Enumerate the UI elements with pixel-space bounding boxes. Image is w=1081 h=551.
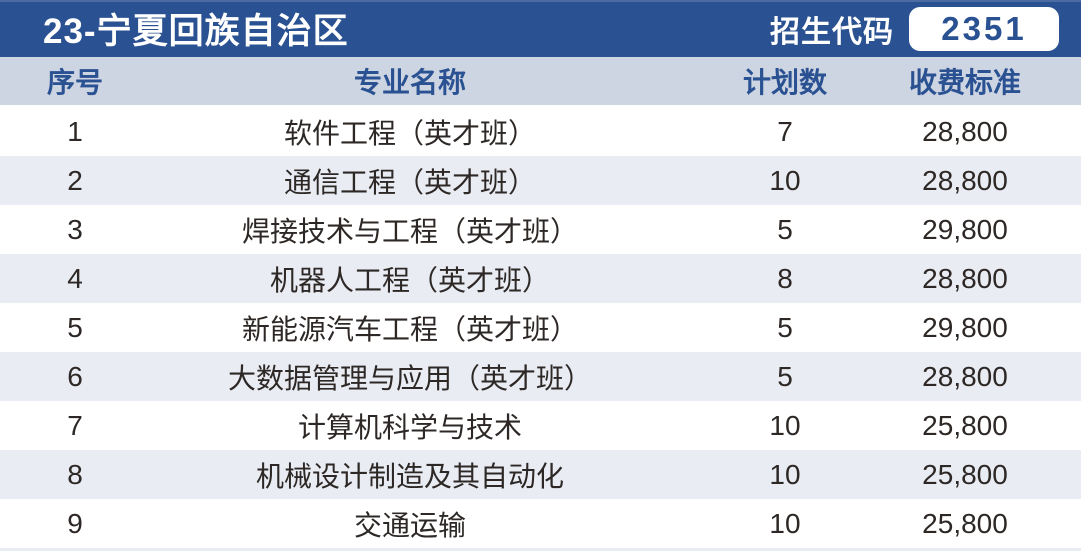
table-row: 9 交通运输 10 25,800 bbox=[0, 499, 1081, 548]
row-number: 6 bbox=[67, 360, 83, 392]
plan-count: 7 bbox=[777, 115, 793, 147]
table-body: 1 软件工程（英才班） 7 28,800 2 通信工程（英才班） 10 28,8… bbox=[0, 107, 1081, 548]
plan-count: 10 bbox=[769, 458, 801, 490]
row-number: 8 bbox=[67, 458, 83, 490]
plan-count: 10 bbox=[769, 164, 801, 196]
table-row: 8 机械设计制造及其自动化 10 25,800 bbox=[0, 450, 1081, 499]
fee-standard: 29,800 bbox=[922, 213, 1008, 245]
row-number: 5 bbox=[67, 311, 83, 343]
column-header-no: 序号 bbox=[46, 67, 103, 98]
table-bottom-edge bbox=[0, 548, 1081, 551]
table-row: 3 焊接技术与工程（英才班） 5 29,800 bbox=[0, 205, 1081, 254]
row-number: 2 bbox=[67, 164, 83, 196]
admission-code-label: 招生代码 bbox=[770, 15, 894, 49]
row-number: 4 bbox=[67, 262, 83, 294]
table-row: 5 新能源汽车工程（英才班） 5 29,800 bbox=[0, 303, 1081, 352]
fee-standard: 28,800 bbox=[922, 164, 1008, 196]
table-row: 4 机器人工程（英才班） 8 28,800 bbox=[0, 254, 1081, 303]
plan-count: 10 bbox=[769, 409, 801, 441]
fee-standard: 29,800 bbox=[922, 311, 1008, 343]
plan-count: 8 bbox=[777, 262, 793, 294]
plan-count: 5 bbox=[777, 360, 793, 392]
region-header-bar: 23-宁夏回族自治区 招生代码 2351 bbox=[0, 0, 1081, 57]
column-header-major: 专业名称 bbox=[353, 67, 466, 98]
table-row: 6 大数据管理与应用（英才班） 5 28,800 bbox=[0, 352, 1081, 401]
major-name: 计算机科学与技术 bbox=[297, 411, 522, 443]
table-row: 1 软件工程（英才班） 7 28,800 bbox=[0, 107, 1081, 156]
row-number: 1 bbox=[67, 115, 83, 147]
fee-standard: 25,800 bbox=[922, 458, 1008, 490]
row-number: 9 bbox=[67, 507, 83, 539]
fee-standard: 25,800 bbox=[922, 507, 1008, 539]
column-header-plan: 计划数 bbox=[742, 67, 827, 98]
major-name: 大数据管理与应用（英才班） bbox=[227, 362, 592, 394]
fee-standard: 25,800 bbox=[922, 409, 1008, 441]
table-header-row: 序号 专业名称 计划数 收费标准 bbox=[0, 57, 1081, 107]
major-name: 软件工程（英才班） bbox=[283, 117, 536, 149]
admission-code-group: 招生代码 2351 bbox=[770, 6, 1059, 51]
major-name: 机械设计制造及其自动化 bbox=[255, 460, 564, 492]
fee-standard: 28,800 bbox=[922, 115, 1008, 147]
major-name: 新能源汽车工程（英才班） bbox=[241, 313, 578, 345]
fee-standard: 28,800 bbox=[922, 262, 1008, 294]
major-name: 通信工程（英才班） bbox=[283, 166, 536, 198]
table-row: 2 通信工程（英才班） 10 28,800 bbox=[0, 156, 1081, 205]
plan-count: 5 bbox=[777, 311, 793, 343]
plan-count: 10 bbox=[769, 507, 801, 539]
major-name: 机器人工程（英才班） bbox=[269, 264, 550, 296]
admission-code-badge: 2351 bbox=[909, 6, 1059, 51]
major-name: 交通运输 bbox=[353, 509, 466, 541]
row-number: 3 bbox=[67, 213, 83, 245]
table-row: 7 计算机科学与技术 10 25,800 bbox=[0, 401, 1081, 450]
plan-count: 5 bbox=[777, 213, 793, 245]
row-number: 7 bbox=[67, 409, 83, 441]
region-title: 23-宁夏回族自治区 bbox=[43, 12, 349, 51]
fee-standard: 28,800 bbox=[922, 360, 1008, 392]
major-name: 焊接技术与工程（英才班） bbox=[241, 215, 578, 247]
column-header-fee: 收费标准 bbox=[908, 67, 1021, 98]
